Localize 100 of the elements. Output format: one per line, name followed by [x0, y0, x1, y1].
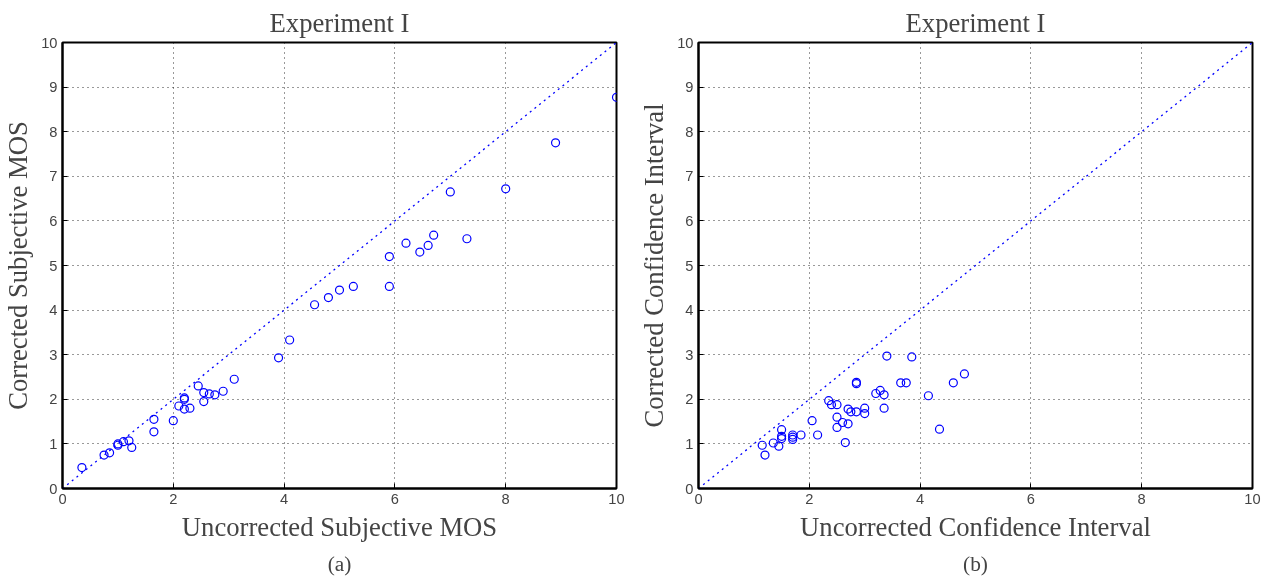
point	[273, 353, 284, 363]
point	[445, 187, 455, 197]
text: (b)	[963, 551, 988, 576]
point	[851, 407, 861, 417]
point	[959, 369, 970, 379]
point	[757, 440, 767, 450]
x-tick-label: 10	[608, 490, 625, 507]
point	[901, 378, 911, 388]
chart-title: Experiment I	[269, 7, 410, 38]
y-axis-title: Corrected Confidence Interval	[639, 103, 670, 428]
y-tick-label: 9	[685, 79, 694, 96]
y-tick-label: 8	[49, 123, 58, 140]
point	[860, 403, 870, 413]
point	[840, 437, 850, 448]
point	[334, 285, 345, 295]
point	[384, 251, 394, 262]
point	[423, 240, 433, 251]
y-tick-label: 6	[685, 212, 694, 229]
point	[843, 419, 853, 429]
point	[907, 352, 917, 362]
y-tick-label: 4	[49, 302, 58, 319]
y-tick-label: 10	[41, 34, 58, 51]
point	[348, 281, 358, 292]
point	[896, 378, 906, 388]
point	[871, 388, 881, 399]
point	[401, 238, 411, 248]
point	[813, 430, 823, 440]
point	[415, 247, 425, 257]
point	[882, 351, 892, 361]
x-tick-label: 8	[501, 490, 510, 507]
point	[860, 408, 870, 419]
y-tick-label: 5	[49, 257, 58, 274]
x-tick-label: 8	[1137, 490, 1146, 507]
point	[199, 396, 209, 407]
point	[285, 335, 295, 345]
point	[309, 300, 320, 310]
y-tick-label: 10	[677, 34, 694, 51]
point	[168, 416, 178, 426]
point	[229, 374, 239, 384]
x-tick-label: 10	[1244, 490, 1261, 507]
point	[837, 417, 848, 428]
point	[179, 404, 189, 414]
point	[774, 441, 784, 451]
y-tick-label: 3	[49, 346, 58, 363]
point	[768, 438, 778, 448]
y-tick-label: 1	[685, 435, 694, 452]
point	[832, 422, 842, 432]
y-tick-label: 3	[685, 346, 694, 363]
point	[429, 230, 439, 240]
text: (a)	[327, 551, 352, 576]
point	[550, 138, 561, 148]
point	[879, 403, 889, 413]
point	[193, 381, 203, 391]
point	[824, 396, 834, 406]
y-tick-label: 2	[49, 391, 58, 408]
point	[384, 281, 394, 292]
y-tick-label: 8	[685, 123, 694, 140]
x-tick-label: 2	[169, 490, 178, 507]
y-tick-label: 5	[685, 257, 694, 274]
point	[99, 450, 109, 460]
point	[879, 390, 889, 400]
point	[104, 448, 115, 458]
x-tick-label: 6	[390, 490, 399, 507]
point	[218, 386, 228, 396]
point	[832, 412, 842, 422]
point	[204, 389, 214, 399]
point	[760, 450, 770, 460]
x-tick-label: 4	[280, 490, 289, 507]
y-tick-label: 4	[685, 302, 694, 319]
y-tick-label: 9	[49, 79, 58, 96]
point	[210, 390, 220, 400]
point	[501, 184, 511, 194]
point	[149, 414, 159, 424]
point	[777, 425, 787, 435]
point	[149, 427, 159, 437]
x-tick-label: 4	[916, 490, 925, 507]
point	[934, 424, 945, 434]
point	[185, 403, 195, 413]
x-tick-label: 6	[1026, 490, 1035, 507]
point	[875, 385, 885, 395]
y-tick-label: 7	[685, 168, 694, 185]
x-tick-label: 2	[805, 490, 814, 507]
point	[796, 430, 806, 440]
y-tick-label: 1	[49, 435, 58, 452]
point	[923, 391, 934, 401]
x-axis-title: Uncorrected Confidence Interval	[800, 511, 1151, 542]
point	[807, 416, 817, 426]
chart-title: Experiment I	[905, 7, 1046, 38]
x-axis-title: Uncorrected Subjective MOS	[181, 511, 498, 542]
point	[124, 436, 134, 446]
point	[462, 234, 472, 244]
y-axis-title: Corrected Subjective MOS	[3, 121, 34, 410]
point	[948, 378, 958, 388]
y-tick-label: 2	[685, 391, 694, 408]
point	[832, 400, 842, 410]
point	[174, 401, 184, 411]
point	[199, 388, 209, 398]
y-tick-label: 6	[49, 212, 58, 229]
point	[77, 462, 87, 473]
point	[127, 442, 137, 453]
